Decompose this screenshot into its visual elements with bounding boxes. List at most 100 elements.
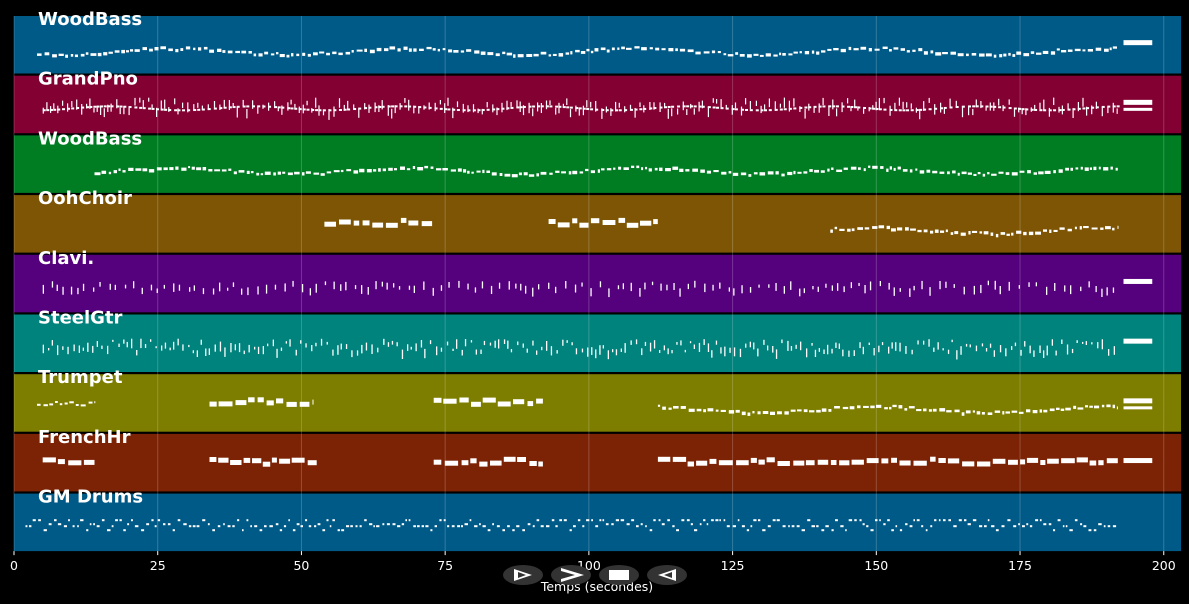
note xyxy=(200,339,202,345)
note xyxy=(728,171,732,174)
note xyxy=(893,47,899,50)
note xyxy=(983,231,989,235)
note xyxy=(1094,405,1100,409)
note xyxy=(311,108,315,111)
note xyxy=(279,529,283,532)
note xyxy=(757,348,759,357)
note xyxy=(1030,107,1032,112)
note xyxy=(88,401,93,404)
track-name: WoodBass xyxy=(38,9,142,30)
note xyxy=(87,342,89,352)
rewind-button[interactable] xyxy=(647,565,687,585)
note xyxy=(332,51,337,55)
track-lane xyxy=(14,374,1181,432)
note xyxy=(976,411,981,415)
note xyxy=(139,97,141,103)
note xyxy=(707,408,714,412)
note xyxy=(859,342,861,349)
note xyxy=(850,282,852,289)
note xyxy=(878,108,882,111)
note xyxy=(964,519,967,522)
note xyxy=(372,222,384,228)
note xyxy=(368,106,372,109)
note xyxy=(235,50,240,54)
note xyxy=(56,284,58,291)
note xyxy=(626,222,639,228)
note xyxy=(421,525,424,528)
note xyxy=(866,458,879,464)
note xyxy=(519,106,523,109)
note xyxy=(905,523,908,526)
note xyxy=(894,102,896,110)
note xyxy=(442,48,446,51)
play-button[interactable] xyxy=(503,565,543,585)
note xyxy=(1066,344,1069,355)
note xyxy=(338,52,343,56)
note xyxy=(755,109,759,112)
note xyxy=(253,53,257,57)
note xyxy=(281,106,285,109)
note xyxy=(634,108,638,111)
note xyxy=(729,347,731,353)
note xyxy=(828,105,832,108)
note xyxy=(326,341,328,345)
note xyxy=(507,525,510,528)
note xyxy=(382,168,386,172)
note xyxy=(519,101,521,112)
note xyxy=(860,46,867,50)
note xyxy=(663,345,665,351)
note xyxy=(103,52,108,56)
note xyxy=(209,457,217,462)
note xyxy=(928,108,932,111)
note xyxy=(1014,342,1017,347)
fast-forward-button[interactable] xyxy=(551,565,591,585)
note xyxy=(163,523,166,526)
note xyxy=(107,529,111,532)
rewind-icon xyxy=(658,569,676,581)
note xyxy=(182,102,184,108)
note xyxy=(423,281,425,290)
note xyxy=(781,339,783,344)
note xyxy=(843,286,845,293)
note xyxy=(1085,405,1088,408)
note xyxy=(305,171,311,174)
note xyxy=(848,519,853,522)
note xyxy=(618,166,622,170)
note xyxy=(999,345,1002,353)
note xyxy=(276,348,278,358)
note xyxy=(457,168,462,172)
note xyxy=(188,344,190,348)
note xyxy=(424,348,426,359)
note xyxy=(624,343,626,353)
note xyxy=(338,98,341,108)
note xyxy=(302,172,305,176)
x-axis: 0 25 50 75 100 125 150 175 200 xyxy=(10,551,1176,573)
note xyxy=(870,529,874,532)
note xyxy=(863,168,866,172)
note xyxy=(337,529,340,532)
note xyxy=(134,106,138,109)
note xyxy=(835,342,837,348)
note xyxy=(48,348,50,351)
note xyxy=(630,340,632,345)
stop-button[interactable] xyxy=(599,565,639,585)
note xyxy=(428,106,432,109)
note xyxy=(595,101,597,112)
note xyxy=(1046,345,1048,356)
note xyxy=(76,99,78,110)
note xyxy=(89,98,91,109)
note xyxy=(725,104,727,109)
note xyxy=(286,401,297,407)
note xyxy=(436,168,442,171)
note xyxy=(938,519,941,522)
note xyxy=(260,173,264,176)
note xyxy=(1029,345,1031,354)
note xyxy=(388,167,393,171)
x-tick-label: 0 xyxy=(10,558,18,573)
note xyxy=(1054,283,1056,291)
note xyxy=(456,339,458,349)
note xyxy=(972,108,974,116)
note xyxy=(594,48,599,52)
note xyxy=(516,100,518,108)
note xyxy=(472,109,476,112)
